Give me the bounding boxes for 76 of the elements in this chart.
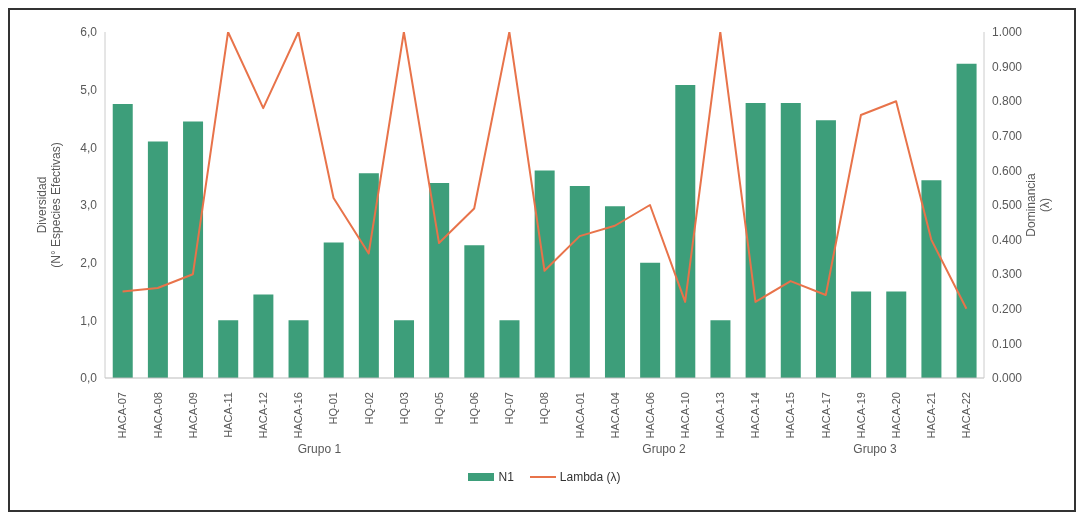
x-tick-label: HQ-05: [432, 392, 445, 425]
bar: [815, 120, 836, 378]
x-tick-label: HACA-16: [292, 392, 305, 439]
bar: [253, 294, 274, 378]
bar: [745, 102, 766, 378]
y-tick-label: 4,0: [80, 140, 98, 155]
x-tick-label: HACA-04: [608, 392, 621, 439]
bar: [147, 141, 168, 378]
bar: [604, 206, 625, 378]
bar: [358, 173, 379, 378]
y-tick-label: 2,0: [80, 255, 98, 270]
bar: [640, 262, 661, 378]
bar: [921, 180, 942, 378]
y2-tick-label: 0.700: [992, 129, 1023, 144]
x-tick-label: HACA-12: [257, 392, 270, 439]
x-tick-label: HQ-03: [397, 392, 410, 425]
text: Grupo 3: [853, 442, 897, 456]
y2-tick-label: 1.000: [992, 25, 1023, 40]
y-axis-title: Diversidad (N° Especies Efectivas): [34, 142, 64, 268]
legend-label: Lambda (λ): [558, 470, 621, 484]
bar: [956, 63, 977, 378]
x-tick-label: HACA-13: [714, 392, 727, 439]
x-tick-label: HACA-07: [116, 392, 129, 439]
bar: [112, 104, 133, 378]
y2-tick-label: 0.100: [992, 336, 1023, 351]
x-tick-label: HQ-02: [362, 392, 375, 425]
x-tick-label: HACA-01: [573, 392, 586, 439]
x-tick-label: HACA-09: [186, 392, 199, 439]
y-tick-label: 5,0: [80, 82, 98, 97]
bar: [851, 291, 872, 378]
bar: [886, 291, 907, 378]
x-tick-label: HACA-11: [221, 392, 234, 438]
x-tick-label: HACA-10: [678, 392, 691, 439]
y2-tick-label: 0.200: [992, 302, 1023, 317]
bar: [534, 170, 555, 378]
text: Grupo 2: [642, 442, 686, 456]
x-tick-label: HACA-19: [854, 392, 867, 439]
legend-label: N1: [497, 470, 514, 484]
x-tick-label: HQ-07: [503, 392, 516, 425]
y2-tick-label: 0.500: [992, 198, 1023, 213]
y2-tick-label: 0.300: [992, 267, 1023, 282]
bar: [464, 245, 485, 378]
y2-tick-label: 0.400: [992, 232, 1023, 247]
y2-tick-label: 0.800: [992, 94, 1023, 109]
x-tick-label: HACA-20: [889, 392, 902, 439]
y2-axis-title: Dominancia (λ): [1023, 173, 1053, 237]
bar: [183, 121, 204, 378]
bar: [429, 183, 450, 378]
text: Grupo 1: [297, 442, 342, 456]
bar: [710, 320, 731, 378]
y-tick-label: 6,0: [80, 25, 98, 40]
bar: [569, 185, 590, 378]
x-tick-label: HACA-15: [784, 392, 797, 439]
x-tick-label: HQ-06: [468, 392, 481, 425]
x-tick-label: HACA-08: [151, 392, 164, 439]
y2-tick-label: 0.900: [992, 59, 1023, 74]
line-series: [121, 32, 968, 310]
bar: [675, 85, 696, 378]
y2-tick-label: 0.600: [992, 163, 1023, 178]
x-tick-label: HACA-14: [749, 392, 762, 439]
x-tick-label: HQ-01: [327, 392, 340, 425]
x-tick-label: HACA-06: [643, 392, 656, 439]
bar: [394, 320, 415, 378]
bar: [780, 102, 801, 378]
y-tick-label: 1,0: [80, 313, 98, 328]
bar: [218, 320, 239, 378]
x-tick-label: HACA-22: [960, 392, 973, 439]
bar: [499, 320, 520, 378]
x-tick-label: HQ-08: [538, 392, 551, 425]
y-tick-label: 0,0: [80, 371, 98, 386]
y-tick-label: 3,0: [80, 198, 98, 213]
bar: [288, 320, 309, 378]
bar: [323, 242, 344, 378]
x-tick-label: HACA-21: [925, 392, 938, 439]
x-tick-label: HACA-17: [819, 392, 832, 439]
y2-tick-label: 0.000: [992, 371, 1023, 386]
